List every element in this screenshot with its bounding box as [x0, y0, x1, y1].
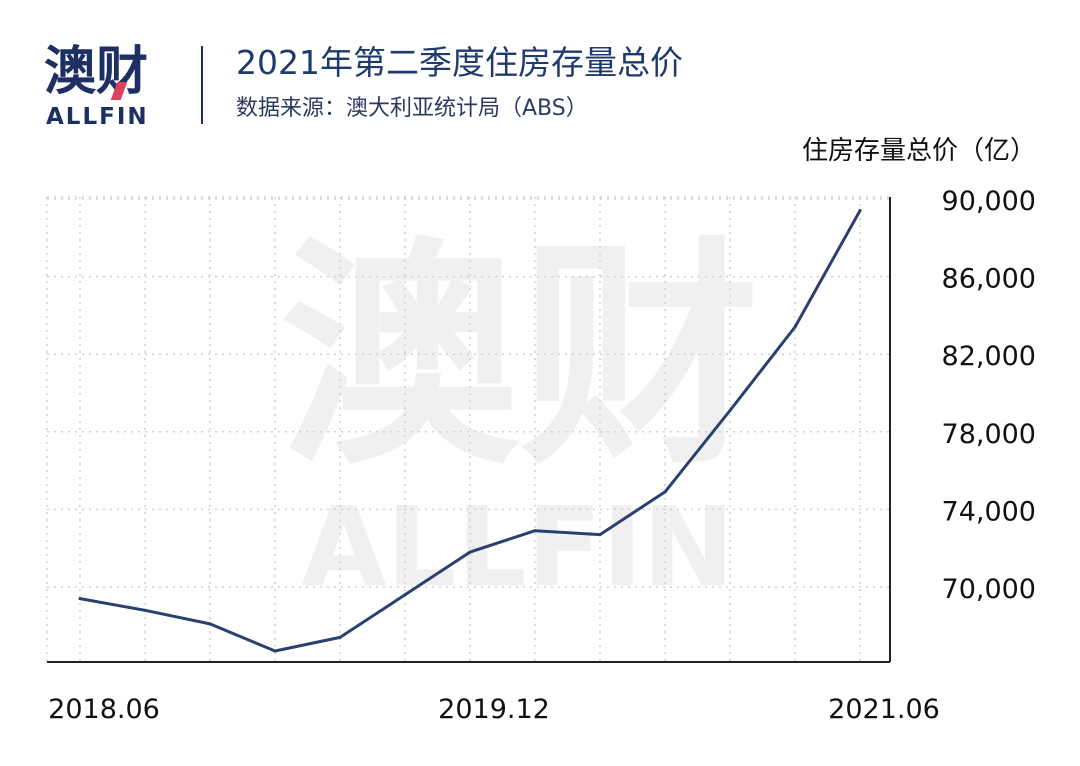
- data-point: [143, 608, 147, 612]
- data-point: [598, 533, 602, 537]
- logo-english-text: ALLFIN: [46, 104, 149, 130]
- data-point: [403, 593, 407, 597]
- data-point: [663, 490, 667, 494]
- data-point: [533, 529, 537, 533]
- data-point: [208, 622, 212, 626]
- y-tick-label: 70,000: [942, 574, 1036, 605]
- y-tick-label: 90,000: [942, 186, 1036, 217]
- header-divider: [201, 46, 203, 124]
- data-point: [728, 408, 732, 412]
- data-point: [793, 325, 797, 329]
- watermark-chinese: 澳财: [280, 217, 760, 497]
- watermark-english: ALLFIN: [301, 483, 734, 611]
- chart-source: 数据来源：澳大利亚统计局（ABS）: [236, 96, 588, 121]
- allfin-logo: 澳财 ALLFIN: [44, 44, 164, 132]
- y-axis-label: 住房存量总价（亿）: [801, 136, 1036, 166]
- series-layer: [78, 209, 862, 653]
- chart-title: 2021年第二季度住房存量总价: [236, 43, 683, 82]
- x-tick-label: 2021.06: [828, 694, 940, 725]
- data-point: [858, 209, 862, 213]
- data-point: [78, 597, 82, 601]
- data-point: [273, 649, 277, 653]
- grid-lines: [46, 196, 890, 662]
- tick-labels: 70,000 74,000 78,000 82,000 86,000 90,000 2018…: [48, 186, 1036, 725]
- y-tick-label: 82,000: [942, 341, 1036, 372]
- y-tick-label: 86,000: [942, 264, 1036, 295]
- y-tick-label: 74,000: [942, 496, 1036, 527]
- watermark: 澳财 ALLFIN: [280, 217, 760, 611]
- axes: [47, 197, 891, 663]
- y-tick-label: 78,000: [942, 419, 1036, 450]
- logo-chinese-text: 澳财: [44, 42, 149, 102]
- data-point: [468, 550, 472, 554]
- x-tick-label: 2018.06: [48, 694, 160, 725]
- data-point: [338, 635, 342, 639]
- x-tick-label: 2019.12: [438, 694, 550, 725]
